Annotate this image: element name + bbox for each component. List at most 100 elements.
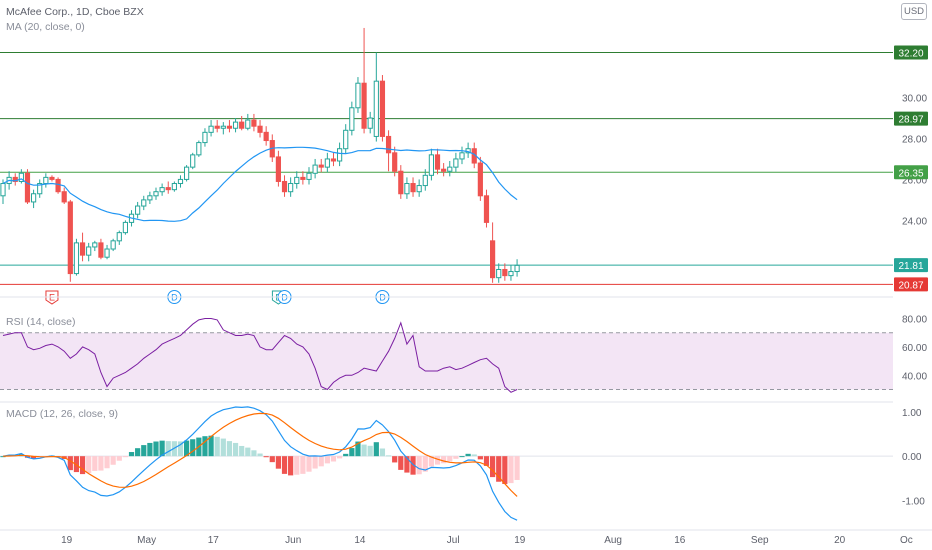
candle	[61, 191, 67, 203]
level-label: 26.35	[898, 168, 923, 179]
rsi-pane	[0, 318, 893, 393]
macd-histogram-bar	[434, 456, 441, 465]
candle	[86, 246, 92, 256]
macd-histogram-bar	[214, 436, 220, 457]
macd-histogram-bar	[398, 456, 404, 470]
macd-histogram-bar	[232, 442, 239, 457]
macd-histogram-bar	[263, 456, 269, 458]
candle	[349, 107, 355, 131]
candle	[502, 268, 508, 277]
candle	[337, 148, 343, 162]
macd-histogram-bar	[288, 456, 294, 476]
macd-histogram-bar	[355, 441, 361, 457]
macd-histogram-bar	[330, 456, 337, 462]
candle	[220, 125, 226, 129]
macd-histogram-bar	[508, 456, 514, 484]
macd-histogram-bar	[490, 456, 496, 478]
macd-histogram-bar	[184, 440, 190, 457]
macd-histogram-bar	[122, 456, 128, 458]
price-tick: 28.00	[902, 134, 927, 145]
candle	[373, 80, 379, 137]
macd-histogram-bar	[245, 447, 251, 457]
currency-button[interactable]: USD	[901, 3, 927, 20]
macd-histogram-bar	[379, 448, 386, 457]
macd-histogram-bar	[502, 456, 508, 484]
candle	[92, 242, 98, 248]
candle	[441, 168, 447, 172]
candle	[514, 264, 520, 273]
candle	[330, 158, 337, 162]
candle	[398, 170, 404, 195]
macd-pane	[0, 406, 893, 521]
macd-histogram-bar	[141, 445, 147, 457]
macd-histogram-bar	[447, 456, 453, 462]
candle	[67, 201, 73, 275]
level-label-box	[894, 277, 928, 292]
time-tick: Jul	[447, 535, 460, 546]
macd-histogram-bar	[337, 456, 343, 459]
level-label: 32.20	[898, 49, 923, 60]
price-tick: 30.00	[902, 94, 927, 105]
rsi-band	[0, 332, 893, 390]
macd-histogram-bar	[116, 456, 122, 461]
macd-histogram-bar	[318, 456, 324, 467]
axes: 24.00 26.00 28.00 30.00 32.20 28.97 26.35 21.81…	[0, 45, 932, 546]
time-tick: May	[137, 535, 156, 546]
macd-histogram-bar	[202, 436, 208, 457]
macd-histogram-bar	[257, 453, 263, 457]
macd-histogram-bar	[361, 444, 367, 457]
candle	[214, 125, 220, 129]
macd-tick: -1.00	[902, 497, 925, 508]
macd-histogram-bar	[367, 445, 373, 457]
candle	[110, 240, 116, 250]
candle	[73, 242, 80, 275]
time-tick: 19	[514, 535, 526, 546]
macd-histogram-bar	[153, 441, 159, 457]
macd-histogram-bar	[483, 456, 490, 466]
macd-histogram-bar	[269, 456, 275, 463]
candle	[459, 152, 465, 160]
macd-histogram-bar	[67, 456, 73, 471]
candle	[447, 166, 453, 172]
macd-histogram-bar	[104, 456, 110, 469]
macd-histogram-bar	[453, 456, 459, 459]
candle	[343, 129, 349, 150]
time-tick: Jun	[285, 535, 301, 546]
candle	[453, 158, 459, 168]
candle	[79, 242, 86, 256]
time-tick: 14	[354, 535, 366, 546]
macd-histogram-bar	[410, 456, 416, 475]
candle	[257, 125, 263, 133]
macd-histogram-bar	[86, 456, 92, 474]
macd-histogram-bar	[496, 456, 502, 482]
candle	[122, 221, 129, 234]
macd-histogram-bar	[459, 456, 465, 458]
rsi-line	[2, 318, 518, 393]
macd-histogram-bar	[135, 448, 141, 457]
macd-tick: 1.00	[902, 408, 922, 419]
macd-histogram-bar	[416, 456, 422, 475]
macd-histogram-bar	[190, 439, 196, 457]
macd-histogram-bar	[159, 440, 165, 457]
macd-histogram-bar	[477, 456, 483, 460]
candle	[477, 162, 483, 197]
macd-histogram-bar	[306, 456, 312, 472]
level-label-box	[894, 258, 928, 273]
macd-histogram-bar	[208, 435, 214, 457]
candle	[202, 131, 208, 144]
time-tick: 17	[208, 535, 220, 546]
candle	[306, 172, 312, 180]
candle	[226, 125, 233, 129]
macd-legend: MACD (12, 26, close, 9)	[6, 408, 119, 420]
candle	[318, 164, 324, 168]
macd-line	[2, 406, 518, 521]
macd-histogram-bar	[0, 456, 6, 458]
macd-histogram-bar	[392, 456, 398, 463]
time-tick: Sep	[751, 535, 769, 546]
macd-histogram-bar	[275, 456, 281, 469]
price-pane: EDEDD	[0, 27, 893, 305]
macd-histogram-bar	[177, 441, 184, 457]
macd-histogram-bar	[281, 456, 288, 474]
macd-histogram-bar	[465, 453, 471, 457]
